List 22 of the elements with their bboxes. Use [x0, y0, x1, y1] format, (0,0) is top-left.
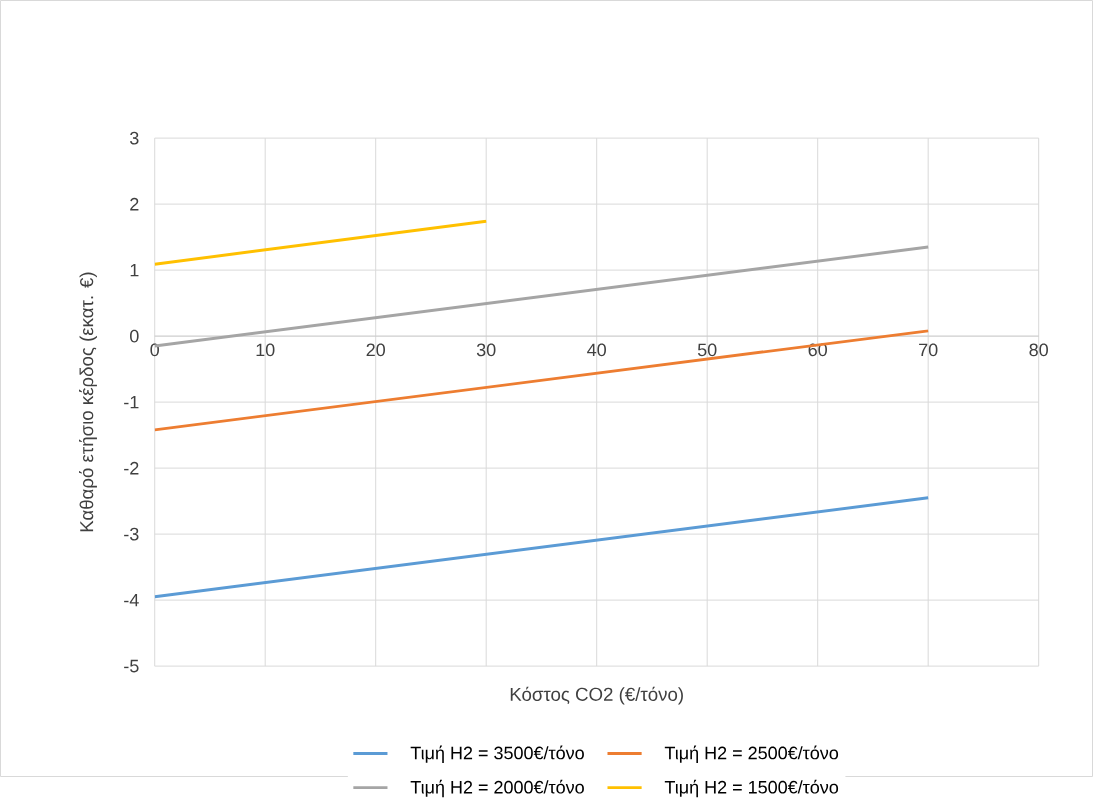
- x-tick-label: 20: [366, 343, 385, 357]
- y-tick-label: -3: [124, 527, 139, 541]
- legend-label: Τιμή H2 = 2000€/τόνο: [410, 779, 584, 798]
- y-tick-label: 2: [130, 197, 139, 211]
- y-tick-label: -5: [124, 659, 139, 673]
- y-axis-title: Καθαρό ετήσιο κέρδος (εκατ. €): [79, 272, 97, 532]
- legend-label: Τιμή H2 = 2500€/τόνο: [664, 745, 839, 764]
- x-tick-label: 70: [919, 343, 938, 357]
- y-tick-label: -1: [124, 396, 139, 409]
- x-tick-label: 30: [476, 343, 496, 357]
- legend-label: Τιμή H2 = 3500€/τόνο: [410, 745, 584, 764]
- legend-label: Τιμή H2 = 1500€/τόνο: [664, 779, 839, 798]
- x-tick-label: 40: [587, 343, 606, 357]
- x-tick-label: 10: [256, 343, 275, 357]
- y-tick-label: -4: [124, 594, 139, 607]
- x-axis-title: Κόστος CO2 (€/τόνο): [510, 686, 683, 705]
- y-tick-label: 0: [130, 329, 139, 343]
- y-tick-label: -2: [124, 461, 139, 475]
- y-tick-label: 1: [130, 264, 139, 277]
- x-tick-label: 50: [697, 343, 717, 357]
- x-tick-label: 80: [1029, 343, 1048, 357]
- y-tick-label: 3: [130, 131, 139, 145]
